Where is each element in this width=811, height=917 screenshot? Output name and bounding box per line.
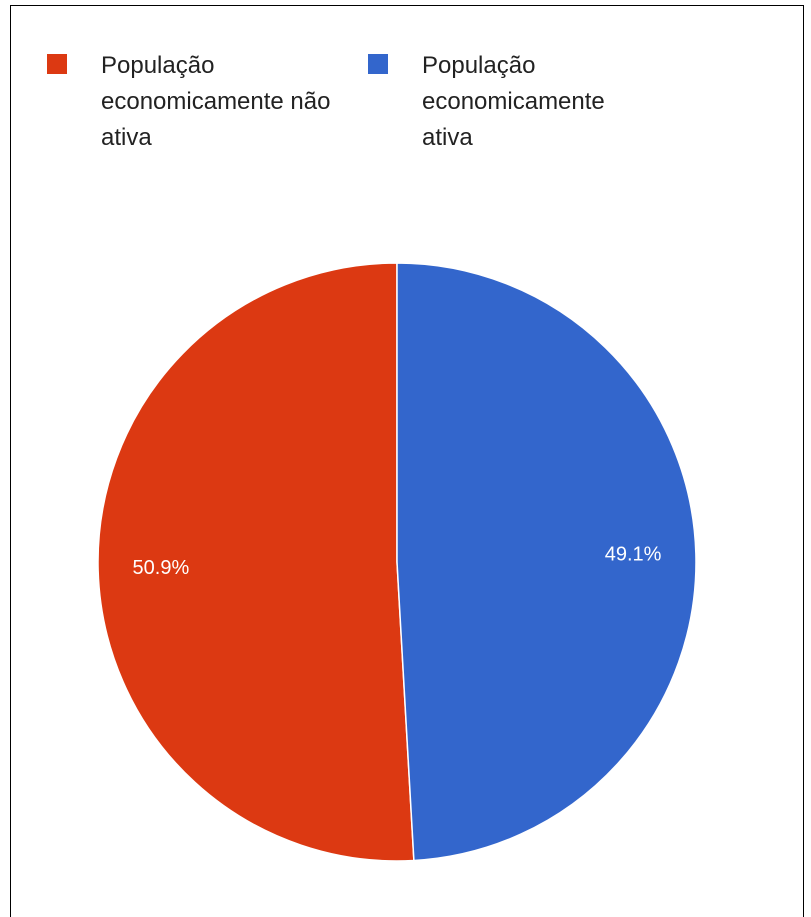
pie-slice: [97, 262, 415, 862]
legend-swatch: [368, 54, 388, 74]
pie-slice: [396, 262, 697, 862]
legend-item: População economicamente não ativa: [47, 48, 341, 156]
chart-frame: [10, 5, 804, 917]
legend-item: População economicamente ativa: [368, 48, 662, 156]
legend-swatch: [47, 54, 67, 74]
data-label: 50.9%: [133, 557, 190, 579]
legend-label: População economicamente ativa: [422, 52, 605, 151]
data-label: 49.1%: [605, 544, 662, 566]
legend-label: População economicamente não ativa: [101, 52, 331, 151]
